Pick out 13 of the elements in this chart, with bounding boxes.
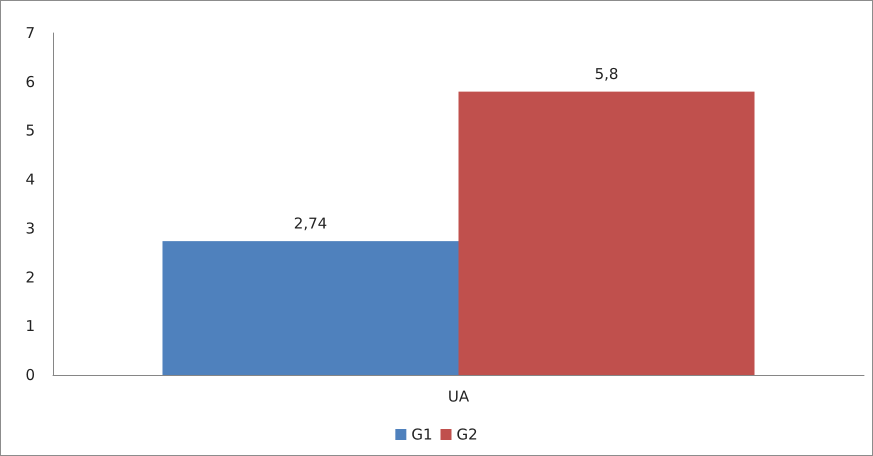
- data-label: 5,8: [594, 65, 618, 84]
- y-tick-label: 0: [25, 366, 35, 384]
- data-label: 2,74: [294, 214, 328, 233]
- y-tick-label: 2: [25, 268, 35, 286]
- legend-label: G1: [411, 426, 433, 444]
- y-tick-label: 1: [25, 317, 35, 336]
- y-tick-label: 3: [25, 219, 35, 238]
- y-tick-label: 7: [25, 24, 35, 42]
- legend-label: G2: [456, 426, 478, 444]
- x-tick-label: UA: [448, 388, 470, 406]
- y-tick-label: 4: [25, 170, 35, 189]
- y-tick-label: 5: [25, 122, 35, 140]
- y-tick-label: 6: [25, 72, 35, 91]
